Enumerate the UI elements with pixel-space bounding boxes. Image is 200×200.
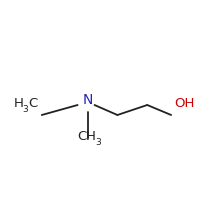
Text: H: H [86,130,95,143]
Text: H: H [14,97,24,110]
Text: C: C [28,97,37,110]
Text: C: C [78,130,87,143]
Text: 3: 3 [96,138,101,147]
Text: OH: OH [174,97,194,110]
Text: 3: 3 [22,105,28,114]
Text: N: N [82,93,93,107]
